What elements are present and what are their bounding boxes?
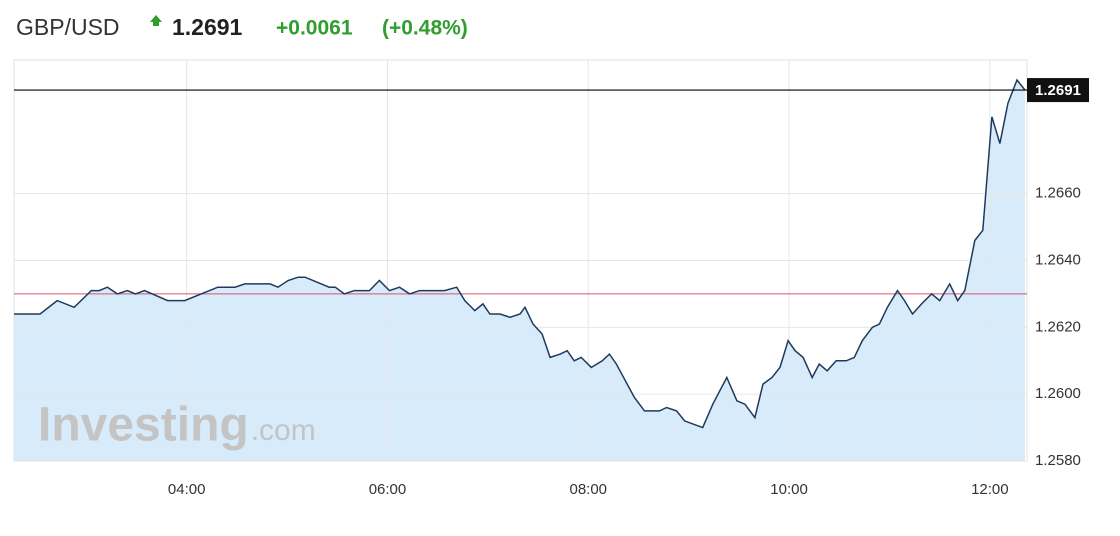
area-fill xyxy=(14,80,1025,461)
y-tick-label: 1.2600 xyxy=(1035,385,1081,402)
change: +0.0061 xyxy=(276,17,353,40)
watermark: Investing xyxy=(38,399,249,452)
up-arrow xyxy=(150,15,162,26)
y-tick-label: 1.2580 xyxy=(1035,452,1081,469)
x-tick-label: 04:00 xyxy=(168,481,206,498)
x-tick-label: 12:00 xyxy=(971,481,1009,498)
x-tick-label: 10:00 xyxy=(770,481,808,498)
change-percent: (+0.48%) xyxy=(382,17,468,40)
x-tick-label: 06:00 xyxy=(369,481,407,498)
y-tick-label: 1.2620 xyxy=(1035,318,1081,335)
x-tick-label: 08:00 xyxy=(569,481,607,498)
y-tick-label: 1.2640 xyxy=(1035,251,1081,268)
price: 1.2691 xyxy=(172,14,243,40)
y-tick-label: 1.2660 xyxy=(1035,185,1081,202)
price-badge-label: 1.2691 xyxy=(1035,82,1081,99)
price-line xyxy=(14,78,1026,429)
price-badge xyxy=(1027,78,1089,103)
symbol: GBP/USD xyxy=(16,14,120,40)
watermark-suffix: .com xyxy=(251,414,316,447)
